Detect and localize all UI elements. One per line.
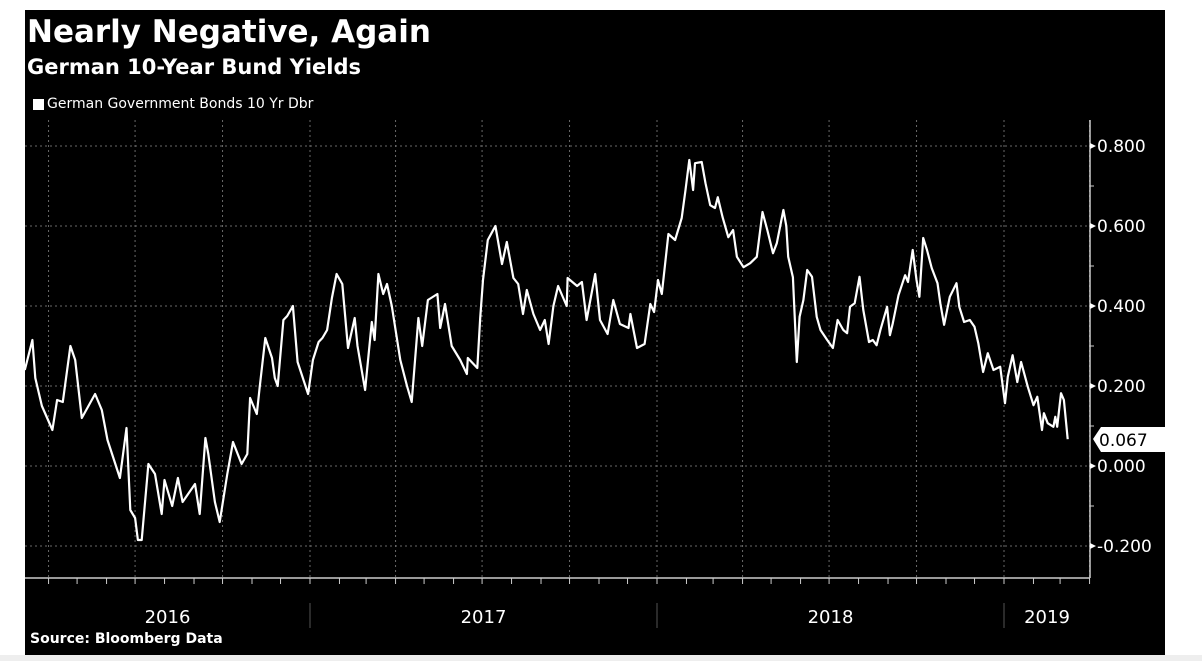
legend-label: German Government Bonds 10 Yr Dbr (47, 96, 314, 112)
x-year-label: 2016 (145, 607, 191, 628)
last-value-label: 0.067 (1099, 431, 1148, 451)
x-year-label: 2018 (808, 607, 854, 628)
axes (25, 120, 1094, 584)
y-tick-label: 0.000 (1097, 457, 1146, 477)
last-value-box (1093, 427, 1165, 452)
source-note: Source: Bloomberg Data (30, 631, 223, 647)
chart-subtitle: German 10-Year Bund Yields (27, 55, 361, 79)
legend: German Government Bonds 10 Yr Dbr (33, 96, 313, 112)
series-line-bund-yield (23, 158, 1069, 542)
page-bottom-strip (0, 655, 1202, 661)
y-tick-marker (1090, 223, 1096, 229)
y-tick-marker (1090, 303, 1096, 309)
x-year-label: 2017 (461, 607, 507, 628)
y-axis-labels: 0.800 0.600 0.400 0.200 0.000 -0.200 (1090, 137, 1152, 557)
y-tick-marker (1090, 543, 1096, 549)
last-value-marker: 0.067 (1093, 427, 1165, 452)
y-tick-label: 0.200 (1097, 377, 1146, 397)
x-axis-labels: 2016 2017 2018 2019 (145, 603, 1070, 628)
y-tick-marker (1090, 143, 1096, 149)
chart-title: Nearly Negative, Again (27, 14, 431, 50)
grid (25, 120, 1091, 578)
legend-swatch (33, 98, 44, 110)
y-tick-marker (1090, 463, 1096, 469)
y-tick-label: 0.400 (1097, 297, 1146, 317)
x-year-label: 2019 (1024, 607, 1070, 628)
y-tick-label: 0.800 (1097, 137, 1146, 157)
y-tick-marker (1090, 383, 1096, 389)
y-tick-label: -0.200 (1097, 537, 1152, 557)
y-tick-label: 0.600 (1097, 217, 1146, 237)
